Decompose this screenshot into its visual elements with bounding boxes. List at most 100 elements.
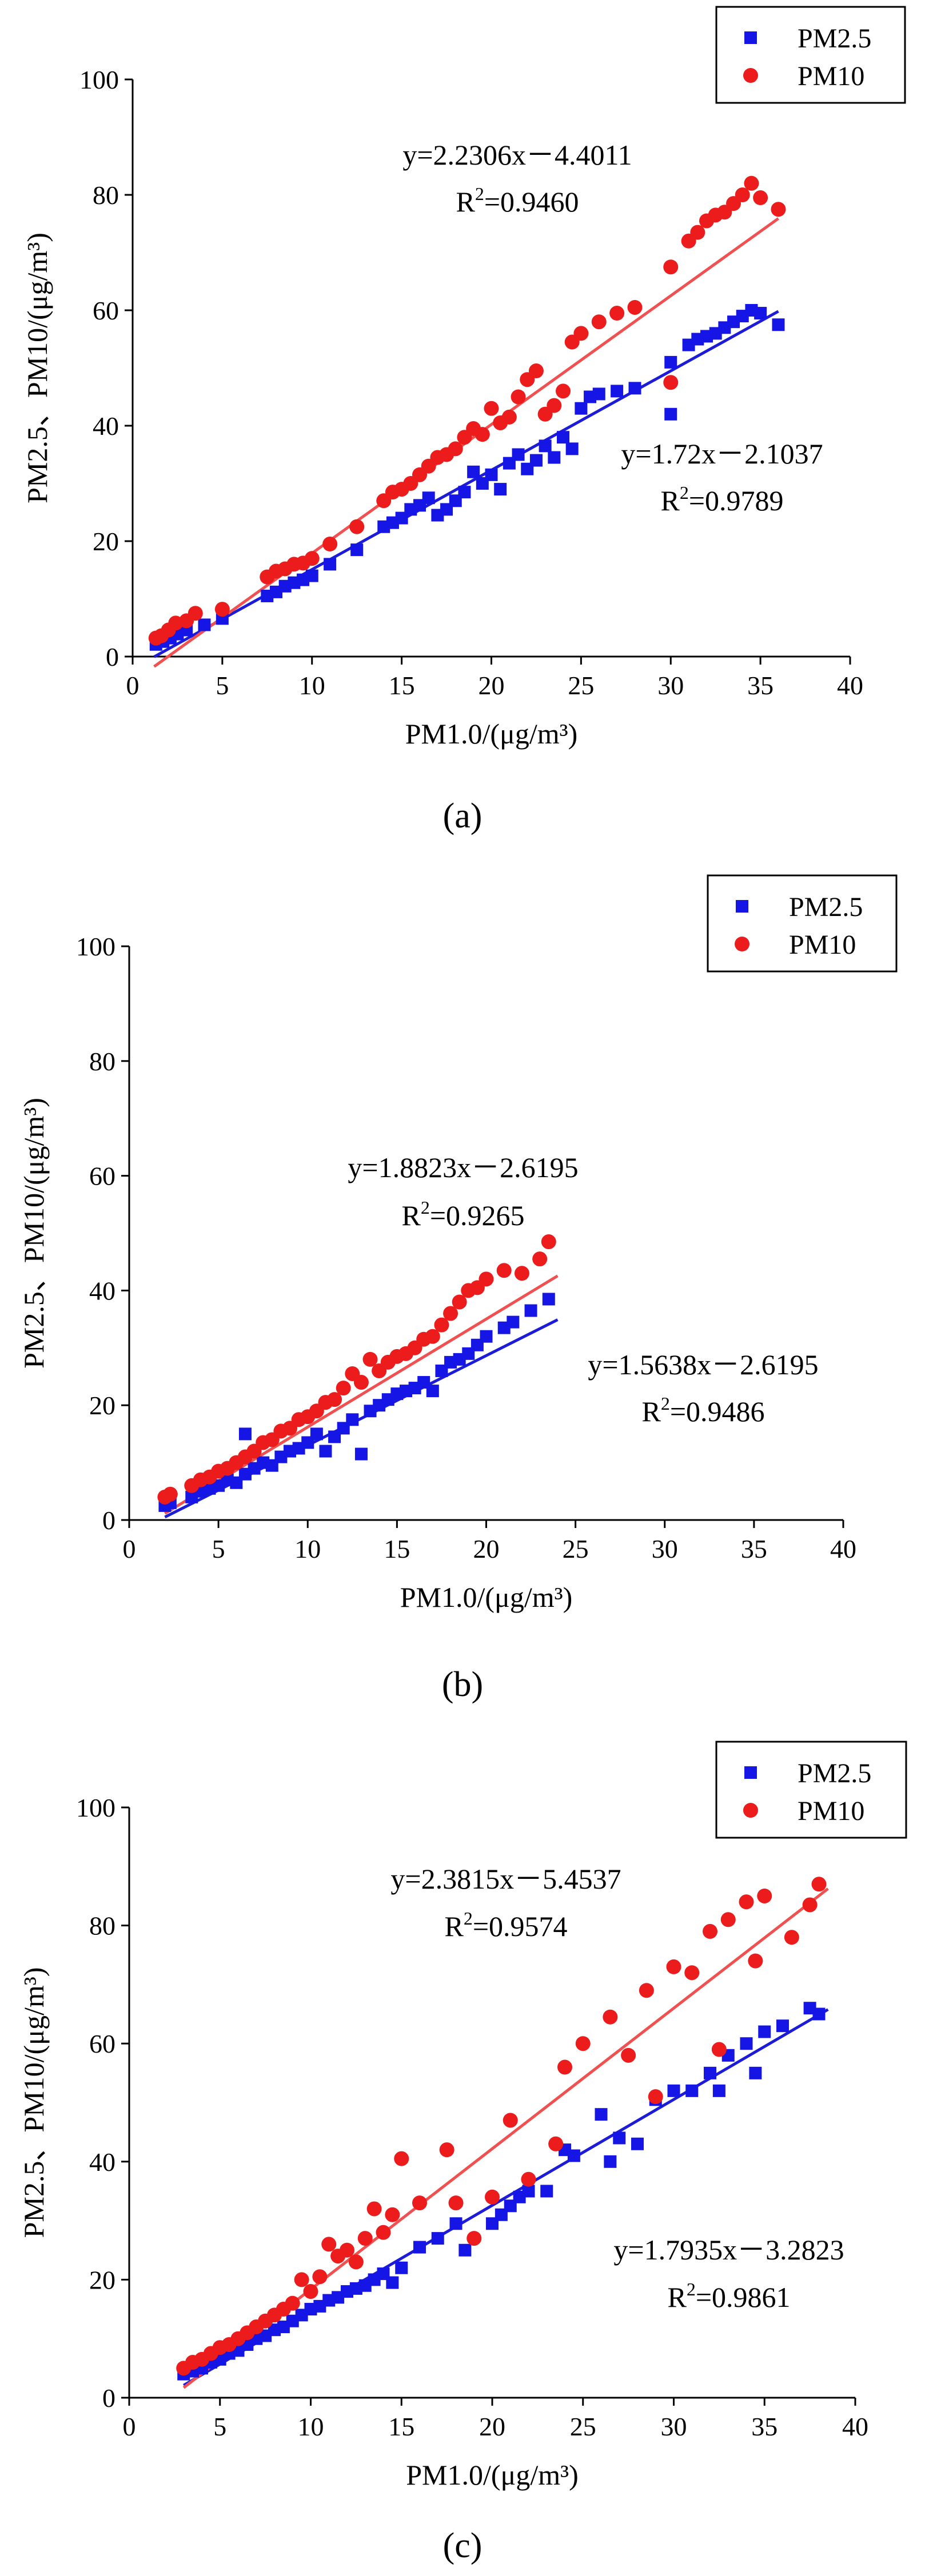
pm10-point xyxy=(294,2272,309,2287)
pm10-point xyxy=(496,1263,512,1278)
pm10-point xyxy=(548,2136,564,2151)
pm25-point xyxy=(485,468,498,481)
pm10-point xyxy=(327,1392,342,1407)
pm25-point xyxy=(354,1447,368,1461)
pm10-point xyxy=(484,401,499,416)
pm10-point xyxy=(744,175,759,191)
pm25-point xyxy=(458,2243,472,2257)
pm10-point xyxy=(340,2242,354,2258)
pm25-point xyxy=(776,2019,789,2033)
pm25-point xyxy=(631,2137,644,2150)
x-tick-label: 15 xyxy=(388,2412,414,2441)
pm10-point xyxy=(303,2284,318,2299)
y-axis-title: PM2.5、PM10/(μg/m³) xyxy=(18,1967,50,2238)
pm10-point xyxy=(503,2113,518,2128)
r2-superscript: 2 xyxy=(475,183,484,204)
pm10-r2-label: R2=0.9574 xyxy=(444,1908,567,1942)
pm10-point xyxy=(627,299,643,315)
chart-legend: PM2.5 PM10 xyxy=(707,874,898,973)
pm25-point xyxy=(449,2217,462,2230)
pm10-point xyxy=(448,2195,464,2211)
pm10-point xyxy=(666,1959,681,1974)
x-tick-label: 20 xyxy=(479,671,505,700)
x-tick-label: 10 xyxy=(299,671,325,700)
pm10-point xyxy=(448,441,463,457)
pm25-point xyxy=(557,431,569,444)
x-tick-label: 25 xyxy=(568,671,594,700)
pm10-point xyxy=(362,1351,378,1367)
pm25-fit-equation: y=1.72x－2.1037 xyxy=(621,438,823,470)
pm25-point xyxy=(522,2185,535,2198)
pm25-point xyxy=(512,448,525,461)
pm10-point xyxy=(684,1965,700,1981)
x-axis-title: PM1.0/(μg/m³) xyxy=(400,1581,573,1613)
r2-superscript: 2 xyxy=(421,1197,430,1218)
pm10-point xyxy=(663,375,679,390)
pm10-point xyxy=(385,2207,400,2222)
y-tick-label: 20 xyxy=(89,2265,115,2294)
x-tick-label: 15 xyxy=(384,1534,410,1563)
pm10-point xyxy=(312,2269,328,2285)
pm25-point xyxy=(812,2007,826,2021)
pm10-point xyxy=(532,1251,548,1267)
r2-superscript: 2 xyxy=(680,482,689,503)
r2-superscript: 2 xyxy=(687,2279,696,2299)
r2-symbol: R xyxy=(456,186,475,218)
pm10-point xyxy=(603,2009,618,2025)
legend-pm10-marker xyxy=(735,937,749,951)
r2-symbol: R xyxy=(444,1910,464,1942)
pm10-point xyxy=(394,2151,409,2166)
pm25-r2-value: =0.9789 xyxy=(689,485,784,517)
pm10-point xyxy=(711,2042,727,2057)
pm25-point xyxy=(238,1427,252,1441)
pm10-point xyxy=(541,1234,556,1250)
legend-pm25-marker xyxy=(736,900,748,913)
pm10-point xyxy=(648,2089,663,2105)
pm10-point xyxy=(802,1897,818,1913)
pm25-point xyxy=(548,451,561,464)
pm10-point xyxy=(366,2201,382,2217)
x-tick-label: 40 xyxy=(837,671,863,700)
y-tick-label: 100 xyxy=(79,65,119,94)
pm10-point xyxy=(412,2195,427,2211)
pm10-point xyxy=(557,2059,572,2075)
pm25-point xyxy=(575,402,588,415)
r2-symbol: R xyxy=(401,1199,421,1231)
panel-label-a: (a) xyxy=(443,797,483,835)
pm10-point xyxy=(479,1271,494,1287)
x-tick-label: 10 xyxy=(294,1534,321,1563)
pm10-point xyxy=(348,2254,364,2270)
pm10-point xyxy=(811,1877,827,1892)
pm25-point xyxy=(592,387,605,401)
pm10-point xyxy=(353,1375,369,1390)
pm10-point xyxy=(609,306,625,321)
pm25-point xyxy=(664,355,677,369)
x-tick-label: 5 xyxy=(216,671,229,700)
legend-pm25-marker xyxy=(744,31,757,44)
pm10-point xyxy=(304,551,320,566)
x-tick-label: 40 xyxy=(830,1534,856,1563)
pm25-point xyxy=(712,2084,725,2097)
pm10-point xyxy=(663,259,679,275)
r2-symbol: R xyxy=(660,485,680,517)
pm10-point xyxy=(556,383,571,399)
pm10-point xyxy=(575,2036,591,2051)
legend-pm25-marker xyxy=(744,1766,757,1779)
y-tick-label: 100 xyxy=(76,932,115,961)
r2-symbol: R xyxy=(667,2281,687,2313)
pm10-fit-equation: y=2.2306x－4.4011 xyxy=(402,139,632,171)
legend-box xyxy=(715,1741,907,1839)
y-tick-label: 60 xyxy=(89,2029,115,2058)
chart-panel-a: 0 5 10 15 20 25 30 35 40 0 20 40 60 80 100 PM1.0/(μg/m³… xyxy=(21,6,906,835)
pm25-fit-line xyxy=(153,310,779,658)
pm25-r2-value: =0.9861 xyxy=(696,2281,791,2313)
pm10-point xyxy=(547,398,562,413)
pm10-fit-equation: y=2.3815x－5.4537 xyxy=(390,1863,621,1895)
r2-symbol: R xyxy=(641,1395,661,1427)
pm25-point xyxy=(507,1315,520,1329)
pm25-point xyxy=(431,2232,444,2245)
x-tick-label: 30 xyxy=(661,2412,687,2441)
x-tick-label: 30 xyxy=(657,671,684,700)
pm25-point xyxy=(529,454,543,467)
